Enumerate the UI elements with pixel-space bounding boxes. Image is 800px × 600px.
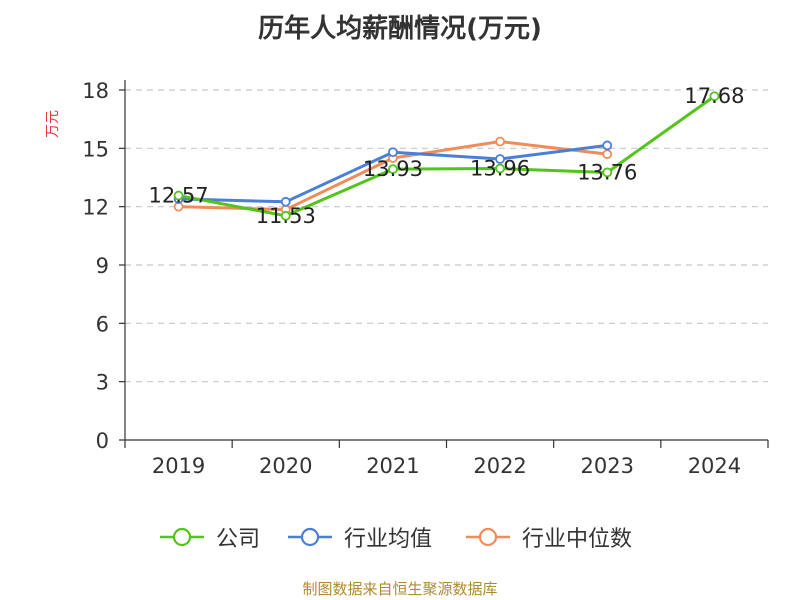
data-point [495,163,505,174]
chart-title: 历年人均薪酬情况(万元) [258,14,542,44]
y-tick-label: 18 [82,79,109,103]
data-point [495,154,505,164]
data-label: 13.93 [363,157,423,181]
data-point [280,210,291,221]
source-footer: 制图数据来自恒生聚源数据库 [302,580,498,598]
data-point [709,91,720,102]
legend-label-company: 公司 [216,527,261,552]
data-point [495,136,505,147]
axes: 0 3 6 9 12 15 18 2019 2020 2021 2022 2023 2024 [82,79,769,478]
data-point [602,149,613,160]
data-label: 11.53 [256,204,316,228]
data-point [280,196,291,207]
y-tick-label: 12 [82,196,109,220]
legend-label-industry-mean: 行业均值 [344,527,433,552]
data-point [173,190,184,201]
series-line [178,94,716,218]
x-tick-label: 2023 [581,454,634,478]
y-tick-label: 0 [96,429,109,453]
x-tick-label: 2020 [259,454,312,478]
data-point [388,164,398,175]
legend-marker-industry-median [466,527,510,547]
x-tick-label: 2024 [688,454,741,478]
legend-circle [300,527,320,547]
data-label: 13.76 [577,160,637,184]
data-label: 17.68 [684,84,744,108]
data-label: 13.96 [470,157,530,181]
series-lines [173,91,720,221]
data-point [388,147,398,158]
legend-item-industry-mean[interactable]: 行业均值 [286,520,432,554]
y-tick-label: 3 [96,371,109,395]
data-point [602,140,613,151]
data-point [602,167,613,178]
legend-label-industry-median: 行业中位数 [522,527,633,552]
x-tick-label: 2021 [366,454,419,478]
y-tick-label: 6 [96,312,109,336]
legend-marker-company [160,527,204,547]
x-tick-label: 2019 [152,454,205,478]
legend-circle [172,527,192,547]
legend-item-company[interactable]: 公司 [158,520,260,554]
legend: 公司 行业均值 行业中位数 [0,520,800,554]
legend-circle [478,527,498,547]
grid-lines [125,89,768,383]
y-tick-label: 9 [96,254,109,278]
x-tick-label: 2022 [473,454,526,478]
data-label: 12.57 [149,184,209,208]
y-tick-label: 15 [82,137,109,161]
data-labels: 12.57 11.53 13.93 13.96 13.76 17.68 [149,84,745,228]
legend-marker-industry-mean [288,527,332,547]
legend-item-industry-median[interactable]: 行业中位数 [464,520,632,554]
